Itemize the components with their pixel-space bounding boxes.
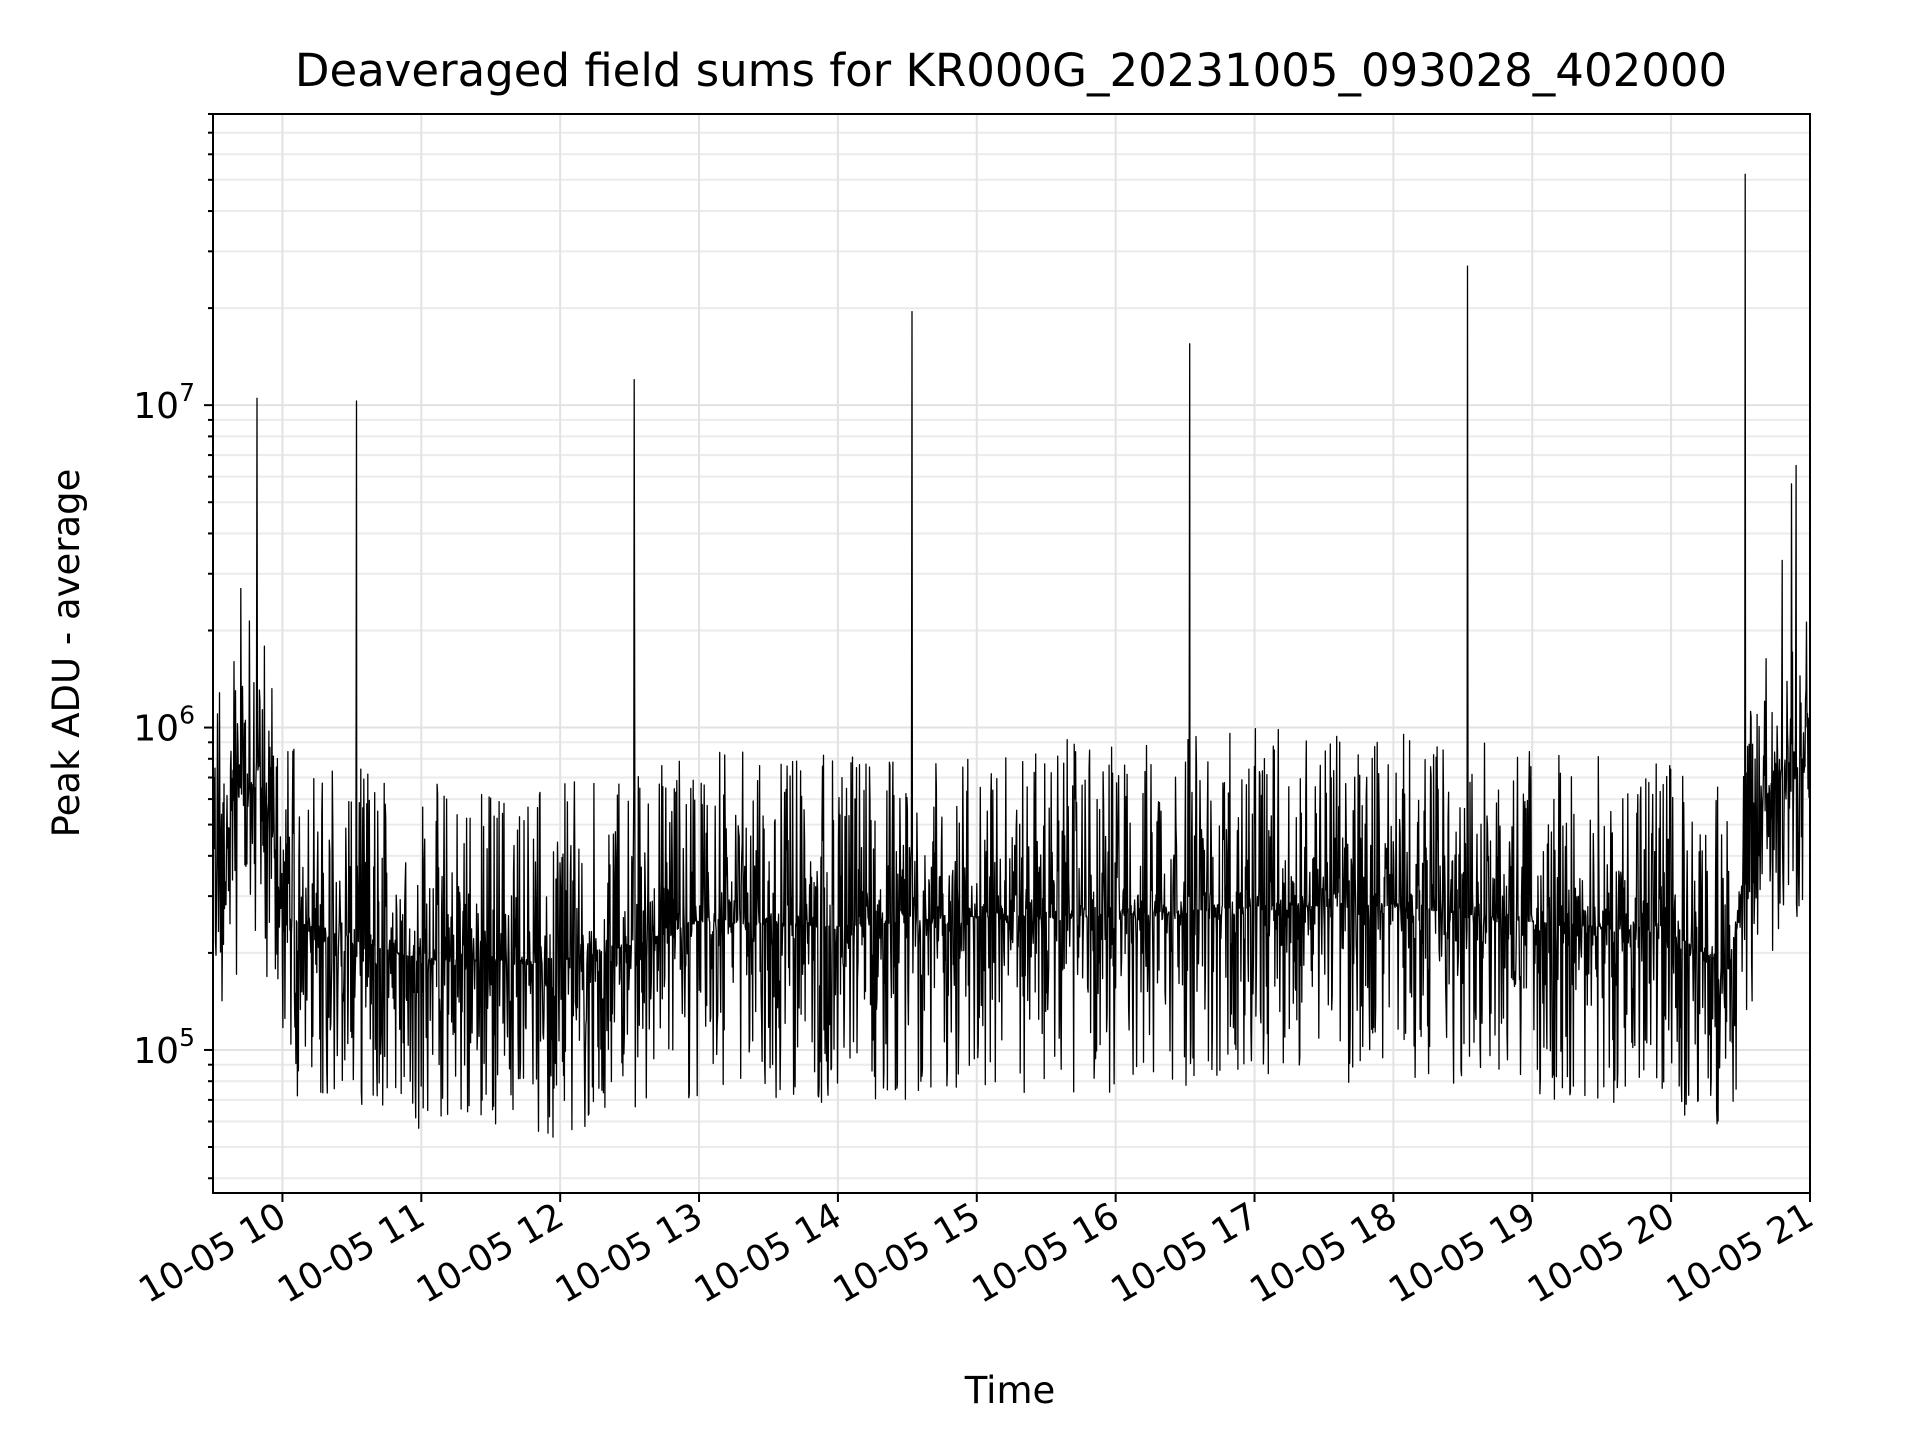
y-tick-label: 106 — [133, 701, 195, 750]
y-axis-label: Peak ADU - average — [45, 469, 88, 838]
chart-title: Deaveraged field sums for KR000G_2023100… — [295, 44, 1727, 97]
y-tick-label: 107 — [133, 378, 195, 427]
series-line — [212, 173, 1811, 1138]
series-layer — [212, 173, 1811, 1138]
plot-frame — [212, 113, 1811, 1194]
y-axis-ticks: 105 106 107 — [133, 113, 213, 1180]
y-tick-label: 105 — [133, 1023, 195, 1072]
x-axis-label: Time — [964, 1369, 1056, 1412]
